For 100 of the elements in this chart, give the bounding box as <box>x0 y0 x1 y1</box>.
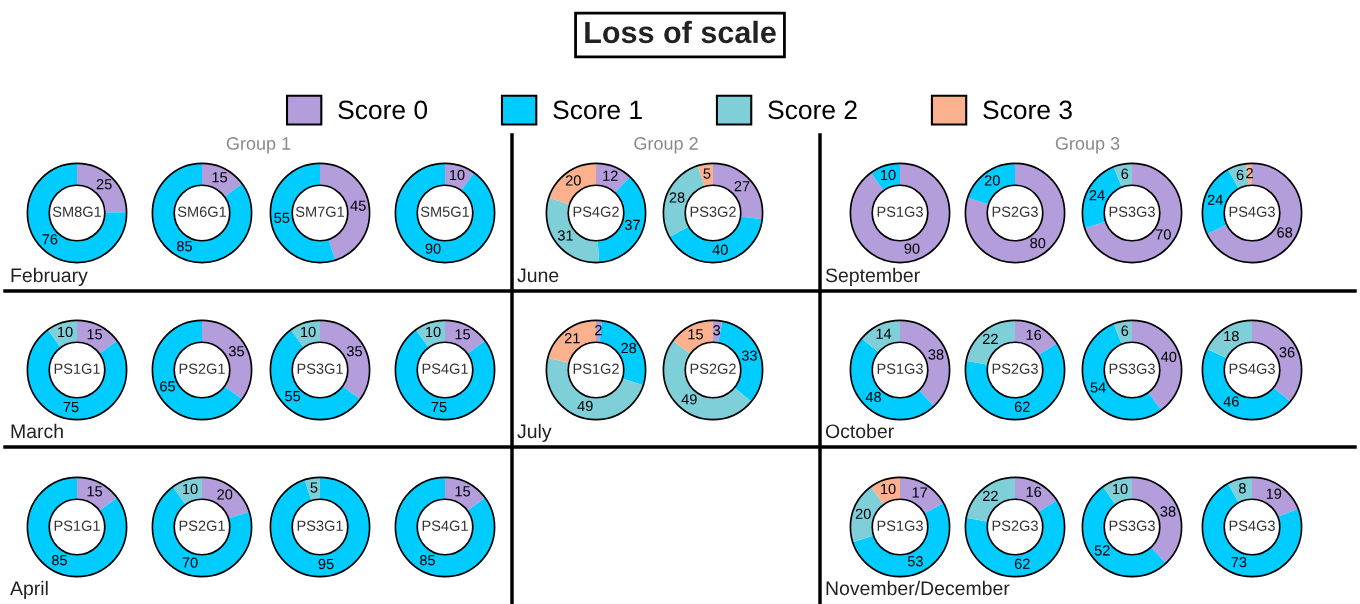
text: PS1G2 <box>573 363 619 374</box>
data-label: 20 <box>984 175 1000 186</box>
data-label: 24 <box>1089 190 1105 201</box>
data-label: 10 <box>183 483 198 495</box>
data-label: 12 <box>603 170 618 181</box>
data-label: 73 <box>1231 556 1247 568</box>
text: PS3G2 <box>690 206 736 217</box>
data-label: 35 <box>228 346 244 357</box>
data-label: 19 <box>1266 488 1282 499</box>
text: SM7G1 <box>295 206 345 217</box>
text: SM8G1 <box>52 206 102 217</box>
data-label: 38 <box>928 349 944 360</box>
data-label: 22 <box>982 333 998 344</box>
text: PS4G3 <box>1229 206 1275 217</box>
data-label: 10 <box>881 169 896 181</box>
data-label: 85 <box>419 555 435 566</box>
text: Loss of scale <box>585 20 776 44</box>
data-label: 10 <box>301 326 316 338</box>
text: PS2G1 <box>179 520 225 531</box>
data-label: 55 <box>285 391 301 402</box>
text: SM6G1 <box>177 206 227 217</box>
text: July <box>517 423 552 442</box>
data-label: 10 <box>449 169 465 181</box>
data-label: 20 <box>565 175 581 186</box>
data-label: 15 <box>212 172 228 183</box>
text: PS2G3 <box>992 206 1038 217</box>
text: April <box>10 580 48 599</box>
donut-slice <box>1207 163 1302 263</box>
data-label: 33 <box>741 350 757 361</box>
data-label: 14 <box>876 328 892 339</box>
data-label: 15 <box>455 486 471 497</box>
text: PS3G3 <box>1109 206 1155 217</box>
data-label: 85 <box>51 555 67 566</box>
data-label: 6 <box>1236 169 1244 181</box>
data-label: 15 <box>87 486 103 497</box>
legend-label: Score 3 <box>983 100 1072 120</box>
text: PS1G1 <box>54 520 100 531</box>
data-label: 27 <box>734 181 750 192</box>
data-label: 16 <box>1026 329 1042 341</box>
data-label: 20 <box>217 489 233 500</box>
data-label: 35 <box>346 346 362 357</box>
data-label: 31 <box>557 230 573 241</box>
data-label: 46 <box>1223 396 1239 407</box>
data-label: 62 <box>1014 558 1030 569</box>
data-label: 3 <box>713 325 721 336</box>
data-label: 21 <box>564 333 580 344</box>
data-label: 25 <box>96 179 112 190</box>
text: PS2G1 <box>179 363 225 374</box>
data-label: 36 <box>1279 347 1295 358</box>
data-label: 65 <box>160 381 176 392</box>
text: November/December <box>826 580 1010 596</box>
text: PS4G3 <box>1229 363 1275 374</box>
legend-label: Score 0 <box>338 100 428 120</box>
data-label: 75 <box>63 401 79 413</box>
data-label: 6 <box>1121 325 1129 336</box>
data-label: 70 <box>1155 229 1171 240</box>
data-label: 54 <box>1090 382 1106 393</box>
data-label: 45 <box>350 200 366 211</box>
text: June <box>517 268 559 283</box>
data-label: 16 <box>1026 486 1042 498</box>
donut-slice <box>852 503 950 577</box>
donut-slice <box>546 357 644 420</box>
text: PS1G3 <box>877 363 923 374</box>
text: February <box>11 267 88 286</box>
text: PS4G1 <box>422 520 468 531</box>
text: PS1G1 <box>54 363 100 374</box>
data-label: 10 <box>1113 483 1128 495</box>
data-label: 17 <box>912 487 928 498</box>
data-label: 68 <box>1277 227 1293 238</box>
text: PS2G3 <box>992 363 1038 374</box>
data-label: 85 <box>176 241 192 252</box>
data-label: 18 <box>1224 330 1239 342</box>
data-label: 75 <box>431 401 447 413</box>
data-label: 10 <box>881 483 896 495</box>
text: PS4G3 <box>1229 520 1275 531</box>
donut-slice <box>669 216 763 263</box>
data-label: 22 <box>982 490 998 501</box>
data-label: 62 <box>1014 401 1030 412</box>
data-label: 20 <box>855 508 871 519</box>
data-label: 90 <box>425 243 441 254</box>
data-label: 70 <box>182 557 198 568</box>
data-label: 5 <box>310 482 318 493</box>
data-label: 80 <box>1030 237 1046 249</box>
data-label: 55 <box>274 212 290 223</box>
data-label: 40 <box>1161 351 1177 362</box>
text: PS4G2 <box>573 206 619 217</box>
text: Group 3 <box>1055 137 1120 154</box>
text: October <box>825 423 894 439</box>
data-label: 28 <box>621 342 637 354</box>
text: PS2G3 <box>992 520 1038 531</box>
text: PS3G1 <box>297 363 343 374</box>
data-label: 38 <box>1160 506 1176 517</box>
data-label: 15 <box>87 329 103 340</box>
data-label: 37 <box>624 219 640 231</box>
data-label: 95 <box>318 558 334 570</box>
text: PS3G3 <box>1109 363 1155 374</box>
text: SM5G1 <box>420 206 470 217</box>
text: PS2G2 <box>690 363 736 374</box>
text: PS3G1 <box>297 520 343 531</box>
data-label: 53 <box>907 556 923 567</box>
